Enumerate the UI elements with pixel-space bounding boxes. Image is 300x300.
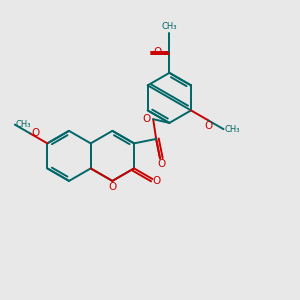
Text: O: O xyxy=(108,182,116,192)
Text: O: O xyxy=(142,114,151,124)
Text: CH₃: CH₃ xyxy=(224,125,239,134)
Text: CH₃: CH₃ xyxy=(162,22,177,31)
Text: O: O xyxy=(31,128,39,138)
Text: O: O xyxy=(158,160,166,170)
Text: O: O xyxy=(152,176,160,185)
Text: CH₃: CH₃ xyxy=(15,120,31,129)
Text: O: O xyxy=(154,46,162,57)
Text: O: O xyxy=(204,121,212,131)
